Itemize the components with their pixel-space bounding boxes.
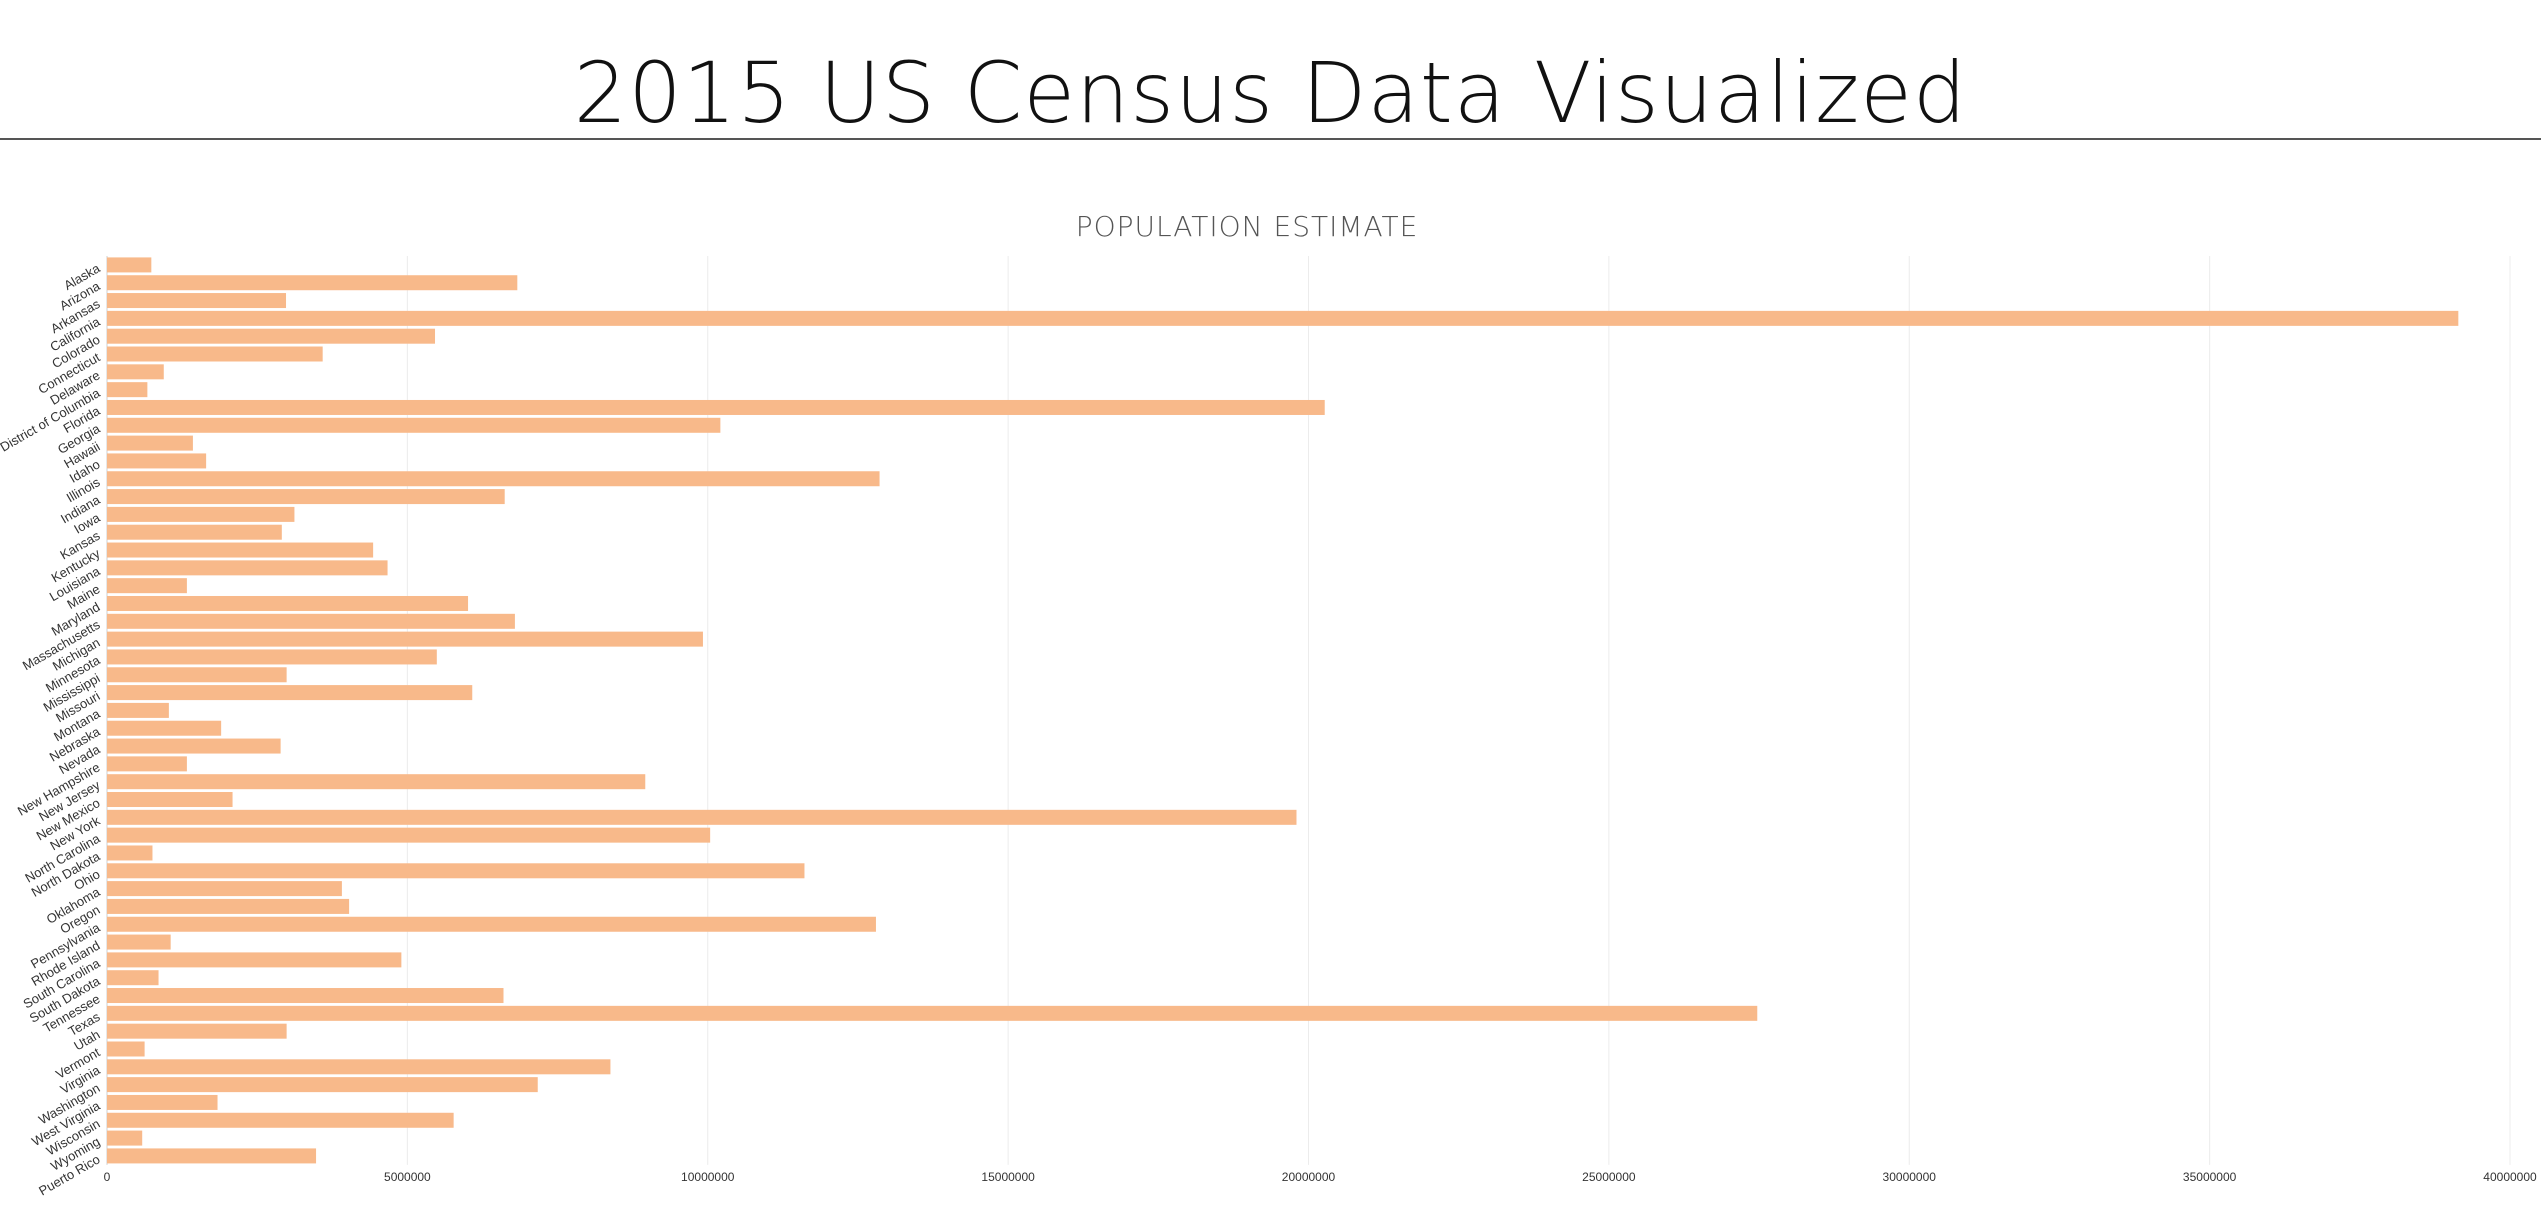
x-axis-labels: 0 5000000 10000000 15000000 20000000 25000000… [104,1170,2537,1184]
bar[interactable] [107,774,646,790]
bar[interactable] [107,756,187,772]
bar[interactable] [107,257,152,273]
bar[interactable] [107,1041,145,1057]
x-tick-label: 5000000 [384,1170,431,1184]
chart-gridlines [106,256,2511,1165]
bar[interactable] [107,970,159,986]
x-tick-label: 40000000 [2483,1170,2537,1184]
bar[interactable] [107,845,153,861]
bar[interactable] [107,346,323,362]
chart-bars [107,257,2459,1164]
x-tick-label: 35000000 [2183,1170,2237,1184]
x-tick-label: 10000000 [681,1170,735,1184]
bar[interactable] [107,364,164,380]
bar[interactable] [107,916,876,932]
population-bar-chart: AlaskaArizonaArkansasCaliforniaColoradoC… [0,256,2537,1198]
bar[interactable] [107,1130,143,1146]
bar[interactable] [107,310,2459,326]
bar[interactable] [107,453,207,469]
y-axis-labels: AlaskaArizonaArkansasCaliforniaColoradoC… [0,260,103,1198]
x-tick-label: 20000000 [1282,1170,1336,1184]
bar[interactable] [107,275,518,291]
bar[interactable] [107,720,222,736]
bar[interactable] [107,595,469,611]
bar[interactable] [107,417,721,433]
bar[interactable] [107,524,282,540]
bar[interactable] [107,667,287,683]
bar[interactable] [107,988,504,1004]
bar[interactable] [107,898,350,914]
x-tick-label: 30000000 [1883,1170,1937,1184]
bar[interactable] [107,863,805,879]
bar[interactable] [107,738,281,754]
bar[interactable] [107,934,171,950]
x-tick-label: 25000000 [1582,1170,1636,1184]
bar[interactable] [107,328,436,344]
bar[interactable] [107,685,473,701]
bar[interactable] [107,542,374,558]
bar[interactable] [107,702,169,718]
bar[interactable] [107,952,402,968]
bar[interactable] [107,399,1325,415]
bar[interactable] [107,435,193,451]
bar[interactable] [107,1059,611,1075]
bar[interactable] [107,649,437,665]
bar[interactable] [107,560,388,576]
title-divider [0,138,2541,140]
bar[interactable] [107,631,703,647]
bar[interactable] [107,1077,538,1093]
bar[interactable] [107,1023,287,1039]
bar[interactable] [107,613,515,629]
bar[interactable] [107,792,233,808]
x-tick-label: 0 [104,1170,111,1184]
bar[interactable] [107,506,295,522]
bar[interactable] [107,1005,1758,1021]
bar[interactable] [107,809,1297,825]
chart-title: POPULATION ESTIMATE [1075,210,1419,243]
bar[interactable] [107,293,287,309]
page-title: 2015 US Census Data Visualized [573,44,1968,142]
bar[interactable] [107,382,148,398]
x-tick-label: 15000000 [981,1170,1035,1184]
bar[interactable] [107,827,711,843]
bar[interactable] [107,489,505,505]
bar[interactable] [107,881,342,897]
bar[interactable] [107,1094,218,1110]
bar[interactable] [107,578,187,594]
bar[interactable] [107,1148,317,1164]
bar[interactable] [107,1112,454,1128]
bar[interactable] [107,471,880,487]
